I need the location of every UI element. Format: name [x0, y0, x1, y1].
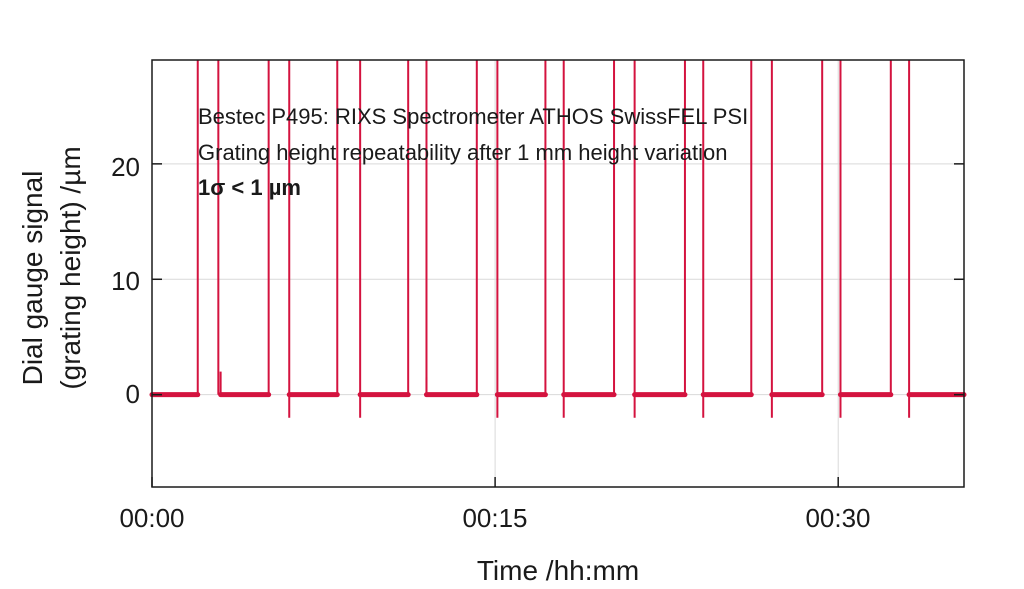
x-tick-label: 00:00	[119, 503, 184, 533]
x-tick-label: 00:15	[462, 503, 527, 533]
annotation-title: Bestec P495: RIXS Spectrometer ATHOS Swi…	[198, 104, 748, 129]
y-tick-label: 10	[111, 266, 140, 296]
series-line	[149, 60, 967, 418]
y-axis-label-line2: (grating height) /µm	[55, 146, 86, 389]
annotation-sigma: 1σ < 1 µm	[198, 175, 301, 200]
plot-frame	[151, 59, 965, 488]
x-tick-label: 00:30	[805, 503, 870, 533]
ticks	[151, 163, 964, 487]
y-axis-label-line1: Dial gauge signal	[17, 171, 48, 386]
x-axis-label: Time /hh:mm	[477, 555, 639, 586]
y-tick-label: 0	[126, 379, 140, 409]
annotation-subtitle: Grating height repeatability after 1 mm …	[198, 140, 728, 165]
y-tick-label: 20	[111, 152, 140, 182]
